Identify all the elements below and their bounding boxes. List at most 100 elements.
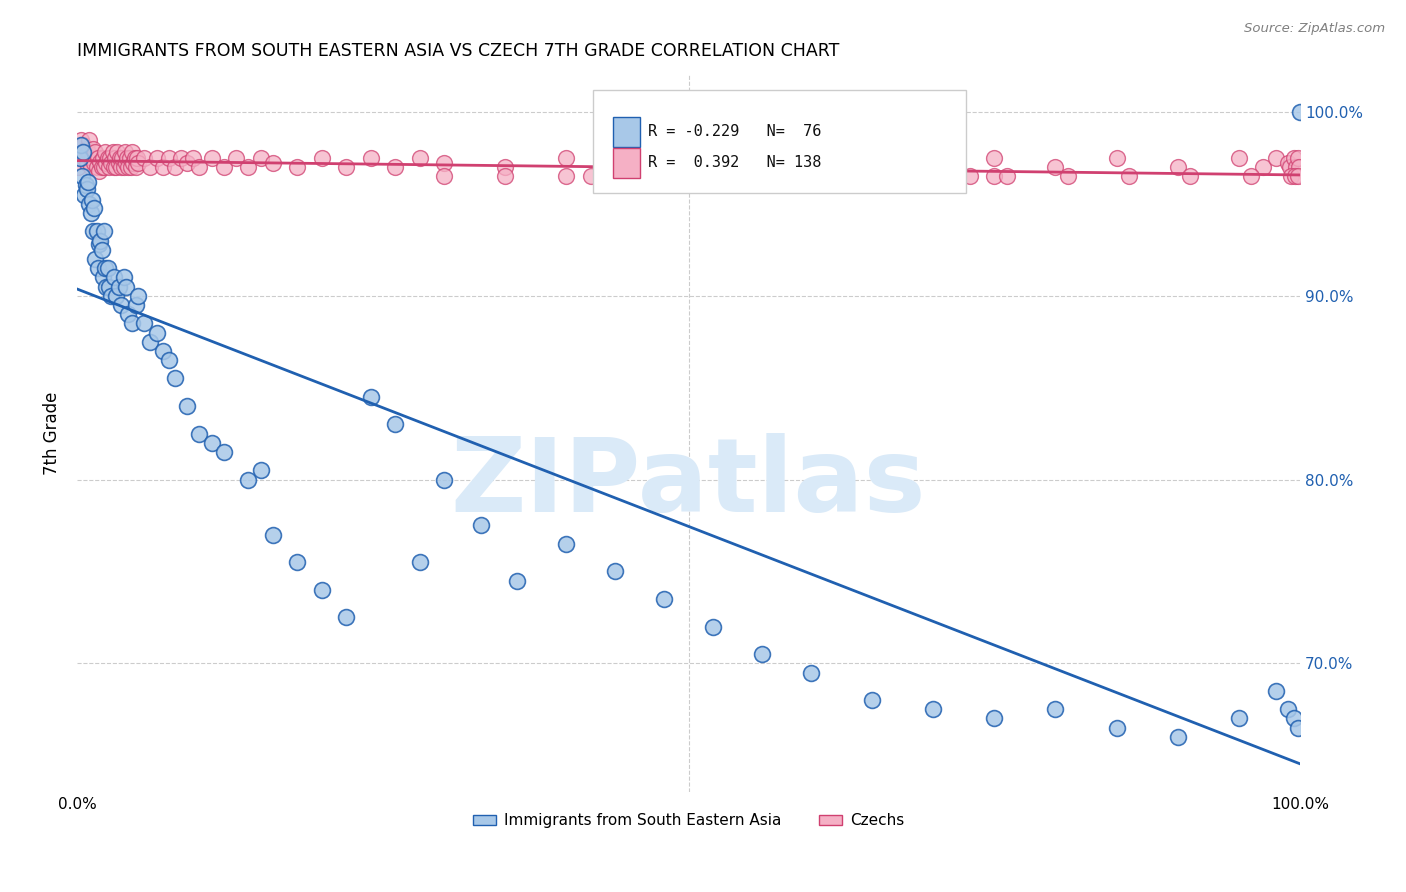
Point [212, 445, 235, 459]
Point [79, 206, 101, 220]
Point [79, 160, 101, 174]
Point [100, 156, 122, 170]
Point [70, 169, 93, 184]
Point [145, 326, 167, 340]
Point [87, 237, 110, 252]
Text: R =  0.392   N= 138: R = 0.392 N= 138 [648, 155, 821, 170]
Point [108, 151, 131, 165]
Point [1286, 151, 1309, 165]
Point [238, 160, 260, 174]
Point [212, 160, 235, 174]
Point [384, 417, 406, 432]
Point [470, 518, 492, 533]
Point [139, 160, 162, 174]
Point [77, 175, 100, 189]
Point [127, 156, 149, 170]
Point [1118, 169, 1140, 184]
Point [408, 151, 430, 165]
Point [69, 138, 91, 153]
Text: Source: ZipAtlas.com: Source: ZipAtlas.com [1244, 22, 1385, 36]
Point [652, 592, 675, 607]
Point [125, 160, 148, 174]
Point [87, 163, 110, 178]
Point [860, 169, 883, 184]
Point [127, 289, 149, 303]
Point [79, 132, 101, 146]
Point [76, 182, 98, 196]
Point [959, 169, 981, 184]
Point [134, 151, 156, 165]
Point [75, 178, 97, 193]
Point [1289, 105, 1312, 120]
Point [628, 169, 651, 184]
Point [934, 169, 956, 184]
Point [1045, 160, 1067, 174]
Point [125, 298, 148, 312]
Point [176, 156, 198, 170]
Point [360, 390, 382, 404]
Point [117, 160, 139, 174]
Point [714, 169, 737, 184]
Point [922, 169, 945, 184]
Point [910, 169, 932, 184]
Point [1105, 151, 1128, 165]
Point [101, 145, 124, 160]
Point [103, 160, 125, 174]
Point [111, 151, 134, 165]
Point [122, 156, 145, 170]
Point [76, 156, 98, 170]
Point [837, 169, 859, 184]
Point [262, 527, 284, 541]
Point [157, 151, 180, 165]
Point [922, 160, 945, 174]
Point [77, 145, 100, 160]
Point [360, 151, 382, 165]
Point [104, 151, 127, 165]
Point [800, 151, 823, 165]
Point [751, 647, 773, 661]
Point [201, 435, 224, 450]
Point [70, 145, 93, 160]
Point [84, 145, 107, 160]
Point [69, 132, 91, 146]
Point [738, 160, 761, 174]
Point [105, 289, 128, 303]
Point [112, 270, 135, 285]
Point [115, 279, 138, 293]
Point [86, 224, 108, 238]
Point [1105, 721, 1128, 735]
Point [1286, 721, 1309, 735]
Point [285, 160, 308, 174]
Point [80, 193, 103, 207]
Point [1167, 730, 1189, 744]
Y-axis label: 7th Grade: 7th Grade [44, 392, 60, 475]
Point [311, 151, 333, 165]
Point [1282, 151, 1305, 165]
Point [995, 169, 1018, 184]
Point [555, 537, 578, 551]
FancyBboxPatch shape [593, 89, 966, 194]
Point [152, 160, 174, 174]
Point [152, 343, 174, 358]
Point [170, 151, 193, 165]
Point [97, 279, 120, 293]
Point [87, 261, 110, 276]
Point [727, 169, 749, 184]
Point [145, 151, 167, 165]
Point [115, 151, 138, 165]
Point [1277, 156, 1299, 170]
Point [860, 156, 883, 170]
Point [89, 154, 111, 169]
Point [117, 307, 139, 321]
Point [335, 610, 357, 624]
Point [285, 555, 308, 569]
Point [506, 574, 529, 588]
Point [1285, 160, 1308, 174]
Point [69, 142, 91, 156]
Point [433, 473, 456, 487]
Point [1284, 169, 1306, 184]
Point [97, 151, 120, 165]
Point [665, 169, 688, 184]
Legend: Immigrants from South Eastern Asia, Czechs: Immigrants from South Eastern Asia, Czec… [467, 807, 910, 835]
Bar [613, 147, 640, 178]
